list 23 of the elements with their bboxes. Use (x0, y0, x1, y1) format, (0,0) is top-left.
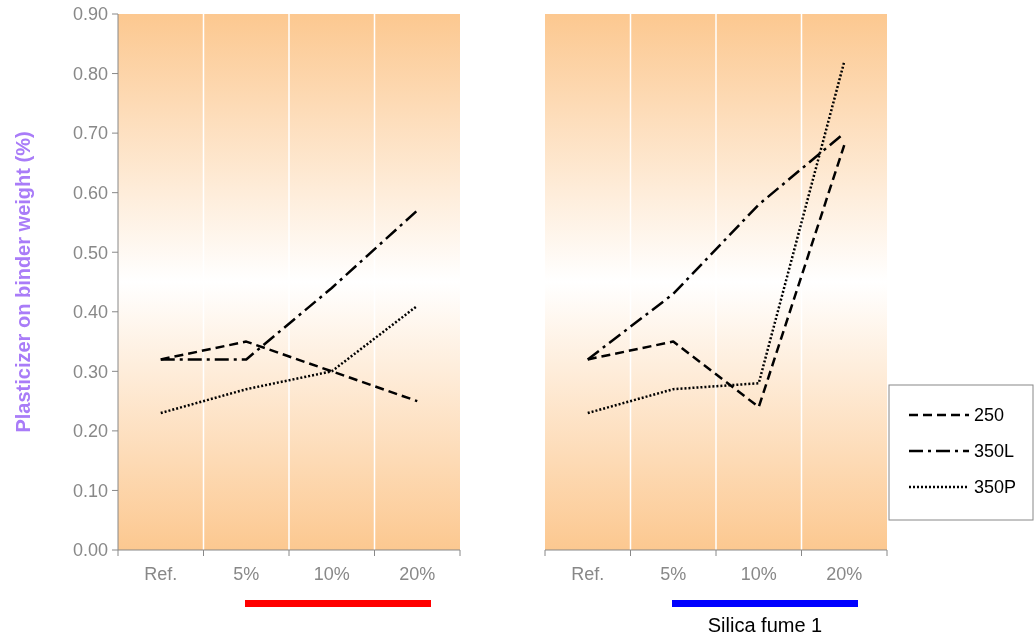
y-tick-label: 0.70 (72, 123, 108, 144)
x-tick-label: Ref. (571, 564, 605, 584)
y-tick-label: 0.90 (72, 4, 108, 25)
y-tick-label: 0.00 (72, 540, 108, 561)
x-tick-label: 10% (313, 564, 350, 584)
y-axis-title: Plasticizer on binder weight (%) (12, 131, 34, 433)
y-tick-label: 0.50 (72, 242, 108, 263)
y-tick-label: 0.80 (72, 63, 108, 84)
legend-label: 350P (974, 477, 1017, 498)
legend-label: 250 (974, 405, 1005, 426)
x-axis-title: Silica fume 1 (707, 614, 823, 636)
y-tick-label: 0.30 (72, 361, 108, 382)
x-tick-label: 5% (233, 564, 260, 584)
x-tick-label: 20% (399, 564, 436, 584)
x-tick-label: 20% (826, 564, 863, 584)
legend-label: 350L (974, 441, 1015, 462)
x-tick-label: 5% (660, 564, 687, 584)
y-tick-label: 0.40 (72, 302, 108, 323)
y-tick-label: 0.60 (72, 182, 108, 203)
y-tick-label: 0.20 (72, 421, 108, 442)
x-tick-label: 10% (740, 564, 777, 584)
y-tick-label: 0.10 (72, 480, 108, 501)
x-tick-label: Ref. (144, 564, 178, 584)
